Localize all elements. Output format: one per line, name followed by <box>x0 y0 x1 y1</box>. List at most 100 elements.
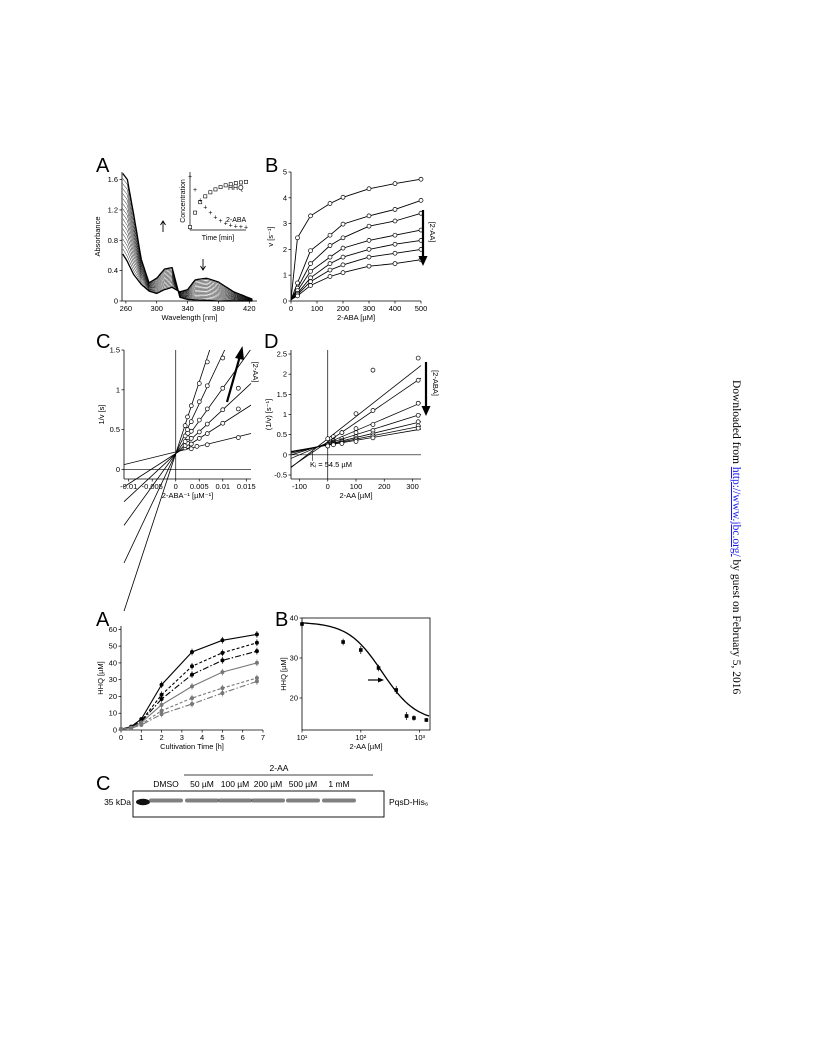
x-tick-label: 10² <box>355 733 366 742</box>
x-tick-label: -0.01 <box>120 482 137 491</box>
fig2-panel-c-letter: C <box>96 773 110 795</box>
y-tick-label: 40 <box>109 658 117 667</box>
mm-fit-line <box>290 199 422 300</box>
lane-label: 500 µM <box>289 779 318 789</box>
lb-data-point <box>204 383 210 389</box>
lb-fit-line <box>123 433 252 466</box>
x-tick-label: 0 <box>174 482 178 491</box>
y-tick-label: 4 <box>283 193 287 202</box>
x-tick-label: 300 <box>363 304 376 313</box>
x-tick-label: 2 <box>159 733 163 742</box>
mm-data-point <box>327 267 333 273</box>
protein-band <box>218 798 252 803</box>
y-tick-label: 1 <box>283 410 287 419</box>
ki-label: Kᵢ = 54.5 µM <box>310 460 352 469</box>
decrease-arrow <box>200 259 206 271</box>
x-tick-label: 0.01 <box>215 482 230 491</box>
inset-hhq-point <box>208 190 213 195</box>
dixon-data-point <box>415 425 421 431</box>
mm-data-point <box>327 261 333 266</box>
y-tick-label: 2.5 <box>277 350 287 359</box>
protein-band <box>185 798 219 803</box>
lb-data-point <box>235 406 241 412</box>
dixon-data-point <box>353 411 359 417</box>
mm-data-point <box>366 247 372 252</box>
y-tick-label: 0 <box>114 297 118 306</box>
spectrum-line <box>122 198 253 301</box>
inset-aba-point: + <box>234 223 238 230</box>
y-axis-label: v [s⁻¹] <box>266 226 275 246</box>
inset-aba-point: + <box>213 215 217 222</box>
lane-label: 1 mM <box>328 779 349 789</box>
mm-data-point <box>308 268 313 274</box>
y-tick-label: 20 <box>290 694 298 703</box>
lb-data-point <box>194 444 200 449</box>
x-tick-label: 200 <box>337 304 350 313</box>
inset-hhq-point <box>203 194 208 199</box>
x-tick-label: 420 <box>243 304 256 313</box>
marker-band <box>136 798 150 806</box>
lb-data-point <box>235 385 241 391</box>
inset-aba-point: + <box>188 174 192 181</box>
mm-data-point <box>418 176 424 182</box>
y-tick-label: 3 <box>283 219 287 228</box>
mm-data-point <box>327 243 333 248</box>
y-tick-label: 50 <box>109 642 117 651</box>
lb-data-point <box>204 406 210 412</box>
mm-data-point <box>366 254 372 260</box>
lb-data-point <box>204 442 210 448</box>
fig2-panel-a-chart: 0 1 2 3 4 5 6 7 0 10 20 30 40 50 60 Cultivation Time [h… <box>96 625 265 751</box>
mm-data-point <box>308 283 313 288</box>
lb-data-point <box>188 428 194 434</box>
lb-data-point <box>204 421 210 427</box>
inhibitor-arrowhead <box>418 256 428 266</box>
y-tick-label: 2 <box>283 245 287 254</box>
lb-data-point <box>196 381 202 386</box>
inhibitor-arrow-label: [2-AA] <box>428 222 437 243</box>
mm-fit-line <box>290 239 422 301</box>
y-tick-label: 0.5 <box>110 425 120 434</box>
x-tick-label: 260 <box>120 304 133 313</box>
mm-data-point <box>392 218 398 224</box>
time-course-line <box>120 633 257 730</box>
y-tick-label: 40 <box>290 614 298 623</box>
substrate-arrow-label: [2-ABA] <box>431 370 440 396</box>
mm-data-point <box>308 279 313 284</box>
dixon-data-point <box>415 355 421 361</box>
y-tick-label: 0 <box>283 450 287 459</box>
x-tick-label: 0.005 <box>190 482 209 491</box>
mm-data-point <box>418 198 424 203</box>
x-tick-label: 100 <box>311 304 324 313</box>
x-axis-label: Wavelength [nm] <box>162 313 218 322</box>
y-axis-label: 1/v [s] <box>97 404 106 424</box>
x-tick-label: 10¹ <box>297 733 308 742</box>
ic50-arrowhead <box>378 677 384 683</box>
lb-data-point <box>182 423 188 428</box>
time-course-point <box>139 722 144 727</box>
y-tick-label: 0.8 <box>108 236 118 245</box>
inhibitor-arrow <box>225 355 242 403</box>
fig1-panel-a-letter: A <box>96 155 110 177</box>
protein-band <box>322 798 356 803</box>
inset-aba-point: + <box>239 224 243 231</box>
lb-data-point <box>204 359 210 365</box>
x-tick-label: 400 <box>389 304 402 313</box>
mm-fit-line <box>290 259 422 301</box>
mm-data-point <box>366 213 372 219</box>
dixon-data-point <box>353 439 359 444</box>
lb-data-point <box>182 433 188 439</box>
substrate-arrowhead <box>421 406 431 416</box>
dixon-data-point <box>415 400 421 406</box>
spectrum-line <box>122 173 253 302</box>
dixon-data-point <box>370 367 376 373</box>
y-tick-label: 30 <box>109 675 117 684</box>
mm-data-point <box>308 275 313 281</box>
lane-label: DMSO <box>153 779 179 789</box>
lb-data-point <box>235 435 241 440</box>
spectrum-line <box>122 208 253 301</box>
mm-data-point <box>392 232 398 238</box>
lb-data-point <box>188 419 194 425</box>
protein-band <box>149 798 183 803</box>
mm-data-point <box>340 235 346 241</box>
x-tick-label: 300 <box>150 304 163 313</box>
